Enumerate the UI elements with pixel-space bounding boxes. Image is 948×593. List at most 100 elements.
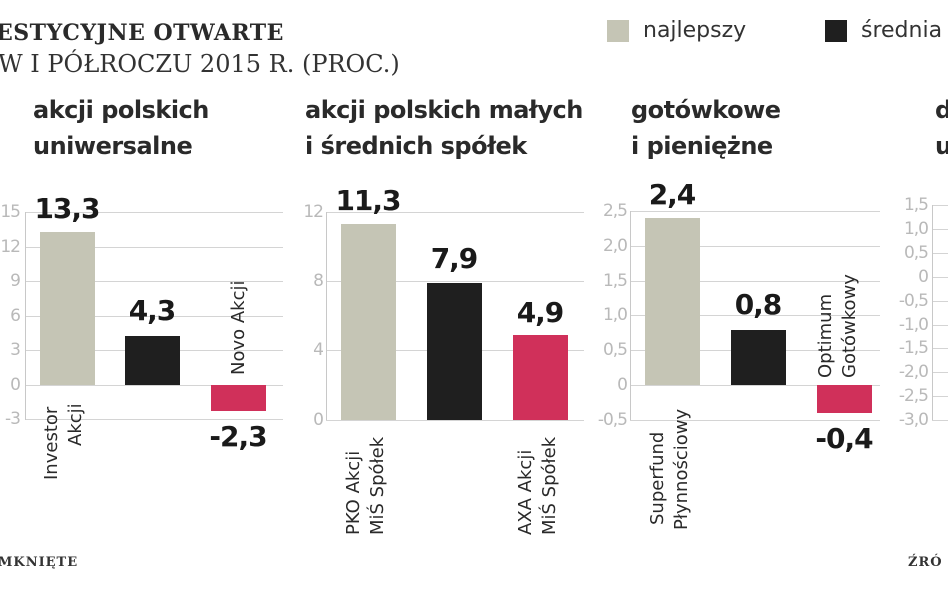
gridline bbox=[932, 205, 948, 206]
gridline bbox=[326, 212, 584, 213]
gridline bbox=[932, 372, 948, 373]
category-label-best-line1: PKO Akcji bbox=[343, 450, 364, 535]
infographic-subtitle: W I PÓŁROCZU 2015 R. (PROC.) bbox=[0, 50, 400, 78]
footer-note: MKNIĘTE bbox=[0, 555, 79, 570]
chart-title-line1: gotówkowe bbox=[631, 96, 781, 124]
chart-title-line2: u bbox=[935, 132, 948, 160]
value-label-average: 0,8 bbox=[734, 288, 783, 321]
y-tick: 8 bbox=[313, 271, 324, 291]
y-tick: 1,5 bbox=[602, 271, 628, 291]
gridline bbox=[25, 419, 283, 420]
y-tick: -2,5 bbox=[898, 386, 929, 406]
gridline bbox=[630, 420, 880, 421]
category-label-worst: Novo Akcji bbox=[228, 280, 249, 376]
gridline bbox=[932, 229, 948, 230]
y-axis bbox=[326, 212, 327, 420]
gridline bbox=[630, 281, 880, 282]
category-label-worst-line1: Optimum bbox=[815, 293, 836, 378]
infographic-title: ESTYCYJNE OTWARTE bbox=[0, 20, 284, 46]
gridline-zero bbox=[25, 385, 283, 386]
legend-item-best: najlepszy bbox=[607, 18, 746, 43]
y-tick: 0 bbox=[10, 375, 21, 395]
category-label-best-line2: Akcji bbox=[65, 403, 86, 446]
bar-best bbox=[645, 218, 700, 385]
gridline bbox=[932, 325, 948, 326]
category-label-worst-line2: MiŚ Spółek bbox=[539, 436, 560, 535]
category-label-best-line1: Superfund bbox=[647, 431, 668, 525]
y-tick: 4 bbox=[313, 340, 324, 360]
y-tick: 1,5 bbox=[903, 195, 929, 215]
chart-title-line2: i średnich spółek bbox=[305, 132, 527, 160]
value-label-worst: -0,4 bbox=[815, 422, 873, 455]
y-tick: 12 bbox=[303, 202, 324, 222]
y-tick: 1,0 bbox=[903, 219, 929, 239]
gridline-zero bbox=[630, 385, 880, 386]
y-tick: -0,5 bbox=[597, 410, 628, 430]
y-tick: 6 bbox=[10, 306, 21, 326]
bar-worst bbox=[513, 335, 568, 420]
y-tick: -2,0 bbox=[898, 362, 929, 382]
y-tick: -3,0 bbox=[898, 410, 929, 430]
value-label-best: 13,3 bbox=[34, 192, 100, 225]
bar-average bbox=[731, 330, 786, 385]
value-label-worst: -2,3 bbox=[209, 420, 267, 453]
category-label-best-line1: Investor bbox=[41, 406, 62, 480]
chart-title-line1: akcji polskich bbox=[33, 96, 209, 124]
value-label-best: 2,4 bbox=[648, 178, 697, 211]
gridline bbox=[25, 212, 283, 213]
legend-label-average: średnia bbox=[861, 18, 943, 43]
gridline bbox=[630, 211, 880, 212]
value-label-worst: 4,9 bbox=[516, 296, 565, 329]
y-tick: 12 bbox=[0, 237, 21, 257]
category-label-best-line2: Płynnościowy bbox=[671, 408, 692, 530]
value-label-average: 7,9 bbox=[430, 242, 479, 275]
bar-best bbox=[341, 224, 396, 420]
gridline bbox=[25, 281, 283, 282]
value-label-average: 4,3 bbox=[128, 294, 177, 327]
chart-title-line2: i pieniężne bbox=[631, 132, 773, 160]
gridline bbox=[25, 316, 283, 317]
category-label-worst-line1: AXA Akcji bbox=[515, 449, 536, 535]
gridline bbox=[932, 348, 948, 349]
footer-source: ŹRÓ bbox=[908, 555, 943, 570]
gridline-zero bbox=[932, 277, 948, 278]
gridline bbox=[630, 315, 880, 316]
value-label-best: 11,3 bbox=[335, 184, 401, 217]
y-tick: 9 bbox=[10, 271, 21, 291]
y-tick: -0,5 bbox=[898, 291, 929, 311]
y-tick: 0,5 bbox=[602, 340, 628, 360]
y-tick: 2,0 bbox=[602, 236, 628, 256]
y-tick: 2,5 bbox=[602, 201, 628, 221]
chart-title-line1: d bbox=[935, 96, 948, 124]
y-axis bbox=[630, 211, 631, 420]
y-tick: 15 bbox=[0, 202, 21, 222]
gridline bbox=[932, 253, 948, 254]
legend-item-average: średnia bbox=[825, 18, 942, 43]
y-axis bbox=[932, 205, 933, 420]
y-tick: 0,5 bbox=[903, 243, 929, 263]
bar-worst bbox=[817, 385, 872, 413]
gridline bbox=[932, 301, 948, 302]
gridline bbox=[932, 420, 948, 421]
bar-average bbox=[427, 283, 482, 420]
y-tick: -1,0 bbox=[898, 315, 929, 335]
category-label-worst-line2: Gotówkowy bbox=[839, 274, 860, 378]
y-tick: 1,0 bbox=[602, 305, 628, 325]
legend-label-best: najlepszy bbox=[643, 18, 747, 43]
y-tick: 0 bbox=[313, 410, 324, 430]
y-tick: 0 bbox=[617, 375, 628, 395]
y-axis bbox=[25, 212, 26, 420]
y-tick: -3 bbox=[5, 409, 21, 429]
y-tick: -1,5 bbox=[898, 338, 929, 358]
gridline bbox=[932, 396, 948, 397]
gridline-zero bbox=[326, 420, 584, 421]
legend-swatch-average-icon bbox=[825, 19, 847, 42]
bar-average bbox=[125, 336, 180, 385]
chart-title-line2: uniwersalne bbox=[33, 132, 193, 160]
gridline bbox=[25, 247, 283, 248]
chart-title-line1: akcji polskich małych bbox=[305, 96, 583, 124]
y-tick: 0 bbox=[918, 267, 929, 287]
legend-swatch-best-icon bbox=[607, 19, 629, 42]
bar-worst bbox=[211, 385, 266, 411]
y-tick: 3 bbox=[10, 340, 21, 360]
